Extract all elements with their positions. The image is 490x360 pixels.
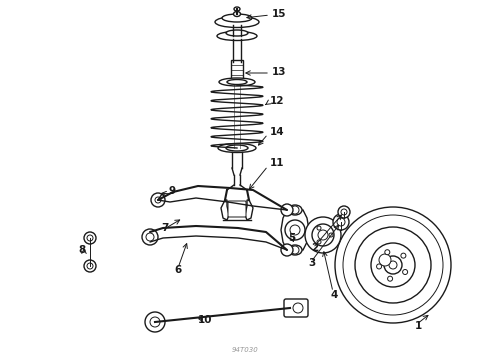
Text: 11: 11: [270, 158, 285, 168]
Ellipse shape: [218, 144, 256, 153]
Circle shape: [341, 209, 347, 215]
Circle shape: [151, 193, 165, 207]
Circle shape: [293, 303, 303, 313]
Circle shape: [388, 276, 392, 281]
Circle shape: [389, 261, 397, 269]
Ellipse shape: [234, 12, 241, 17]
Circle shape: [285, 220, 305, 240]
Text: 1: 1: [415, 321, 421, 331]
Text: 10: 10: [198, 315, 212, 325]
Ellipse shape: [215, 17, 259, 27]
Text: 15: 15: [272, 9, 287, 19]
Circle shape: [84, 232, 96, 244]
Text: 7: 7: [161, 223, 169, 233]
Circle shape: [87, 263, 93, 269]
Circle shape: [317, 226, 321, 230]
Ellipse shape: [226, 30, 248, 36]
Circle shape: [291, 206, 299, 214]
Circle shape: [305, 217, 341, 253]
Circle shape: [87, 235, 93, 241]
Text: 6: 6: [174, 265, 182, 275]
Circle shape: [401, 253, 406, 258]
Circle shape: [403, 270, 408, 274]
Text: 12: 12: [270, 96, 285, 106]
Circle shape: [281, 204, 293, 216]
Circle shape: [333, 214, 349, 230]
Circle shape: [155, 197, 161, 203]
Circle shape: [377, 264, 382, 269]
Circle shape: [317, 240, 321, 244]
Circle shape: [343, 215, 443, 315]
Text: 4: 4: [330, 290, 338, 300]
Circle shape: [146, 233, 154, 241]
Circle shape: [329, 233, 333, 237]
Circle shape: [312, 224, 334, 246]
Circle shape: [335, 207, 451, 323]
Circle shape: [291, 246, 299, 254]
Circle shape: [371, 243, 415, 287]
Circle shape: [318, 230, 328, 240]
Text: 5: 5: [289, 233, 295, 243]
Circle shape: [150, 317, 160, 327]
FancyBboxPatch shape: [284, 299, 308, 317]
Circle shape: [385, 250, 390, 255]
Ellipse shape: [227, 80, 247, 85]
Ellipse shape: [222, 14, 252, 22]
Circle shape: [145, 312, 165, 332]
Ellipse shape: [288, 205, 302, 215]
Text: 94T030: 94T030: [232, 347, 258, 353]
Ellipse shape: [288, 245, 302, 255]
Circle shape: [84, 260, 96, 272]
Text: 9: 9: [169, 186, 175, 196]
Circle shape: [281, 244, 293, 256]
Text: 14: 14: [270, 127, 285, 137]
FancyBboxPatch shape: [231, 60, 243, 82]
Circle shape: [142, 229, 158, 245]
Ellipse shape: [234, 7, 240, 11]
Circle shape: [384, 256, 402, 274]
Text: 3: 3: [308, 258, 316, 268]
Ellipse shape: [217, 32, 257, 41]
Text: 8: 8: [78, 245, 86, 255]
Polygon shape: [245, 200, 253, 220]
Circle shape: [337, 218, 345, 226]
Circle shape: [290, 225, 300, 235]
Circle shape: [379, 254, 391, 266]
Polygon shape: [281, 210, 309, 250]
Polygon shape: [221, 200, 229, 220]
FancyBboxPatch shape: [228, 201, 246, 217]
Circle shape: [338, 206, 350, 218]
Text: 13: 13: [272, 67, 287, 77]
Text: 2: 2: [311, 243, 318, 253]
Circle shape: [355, 227, 431, 303]
Ellipse shape: [226, 145, 248, 151]
Ellipse shape: [219, 78, 255, 86]
